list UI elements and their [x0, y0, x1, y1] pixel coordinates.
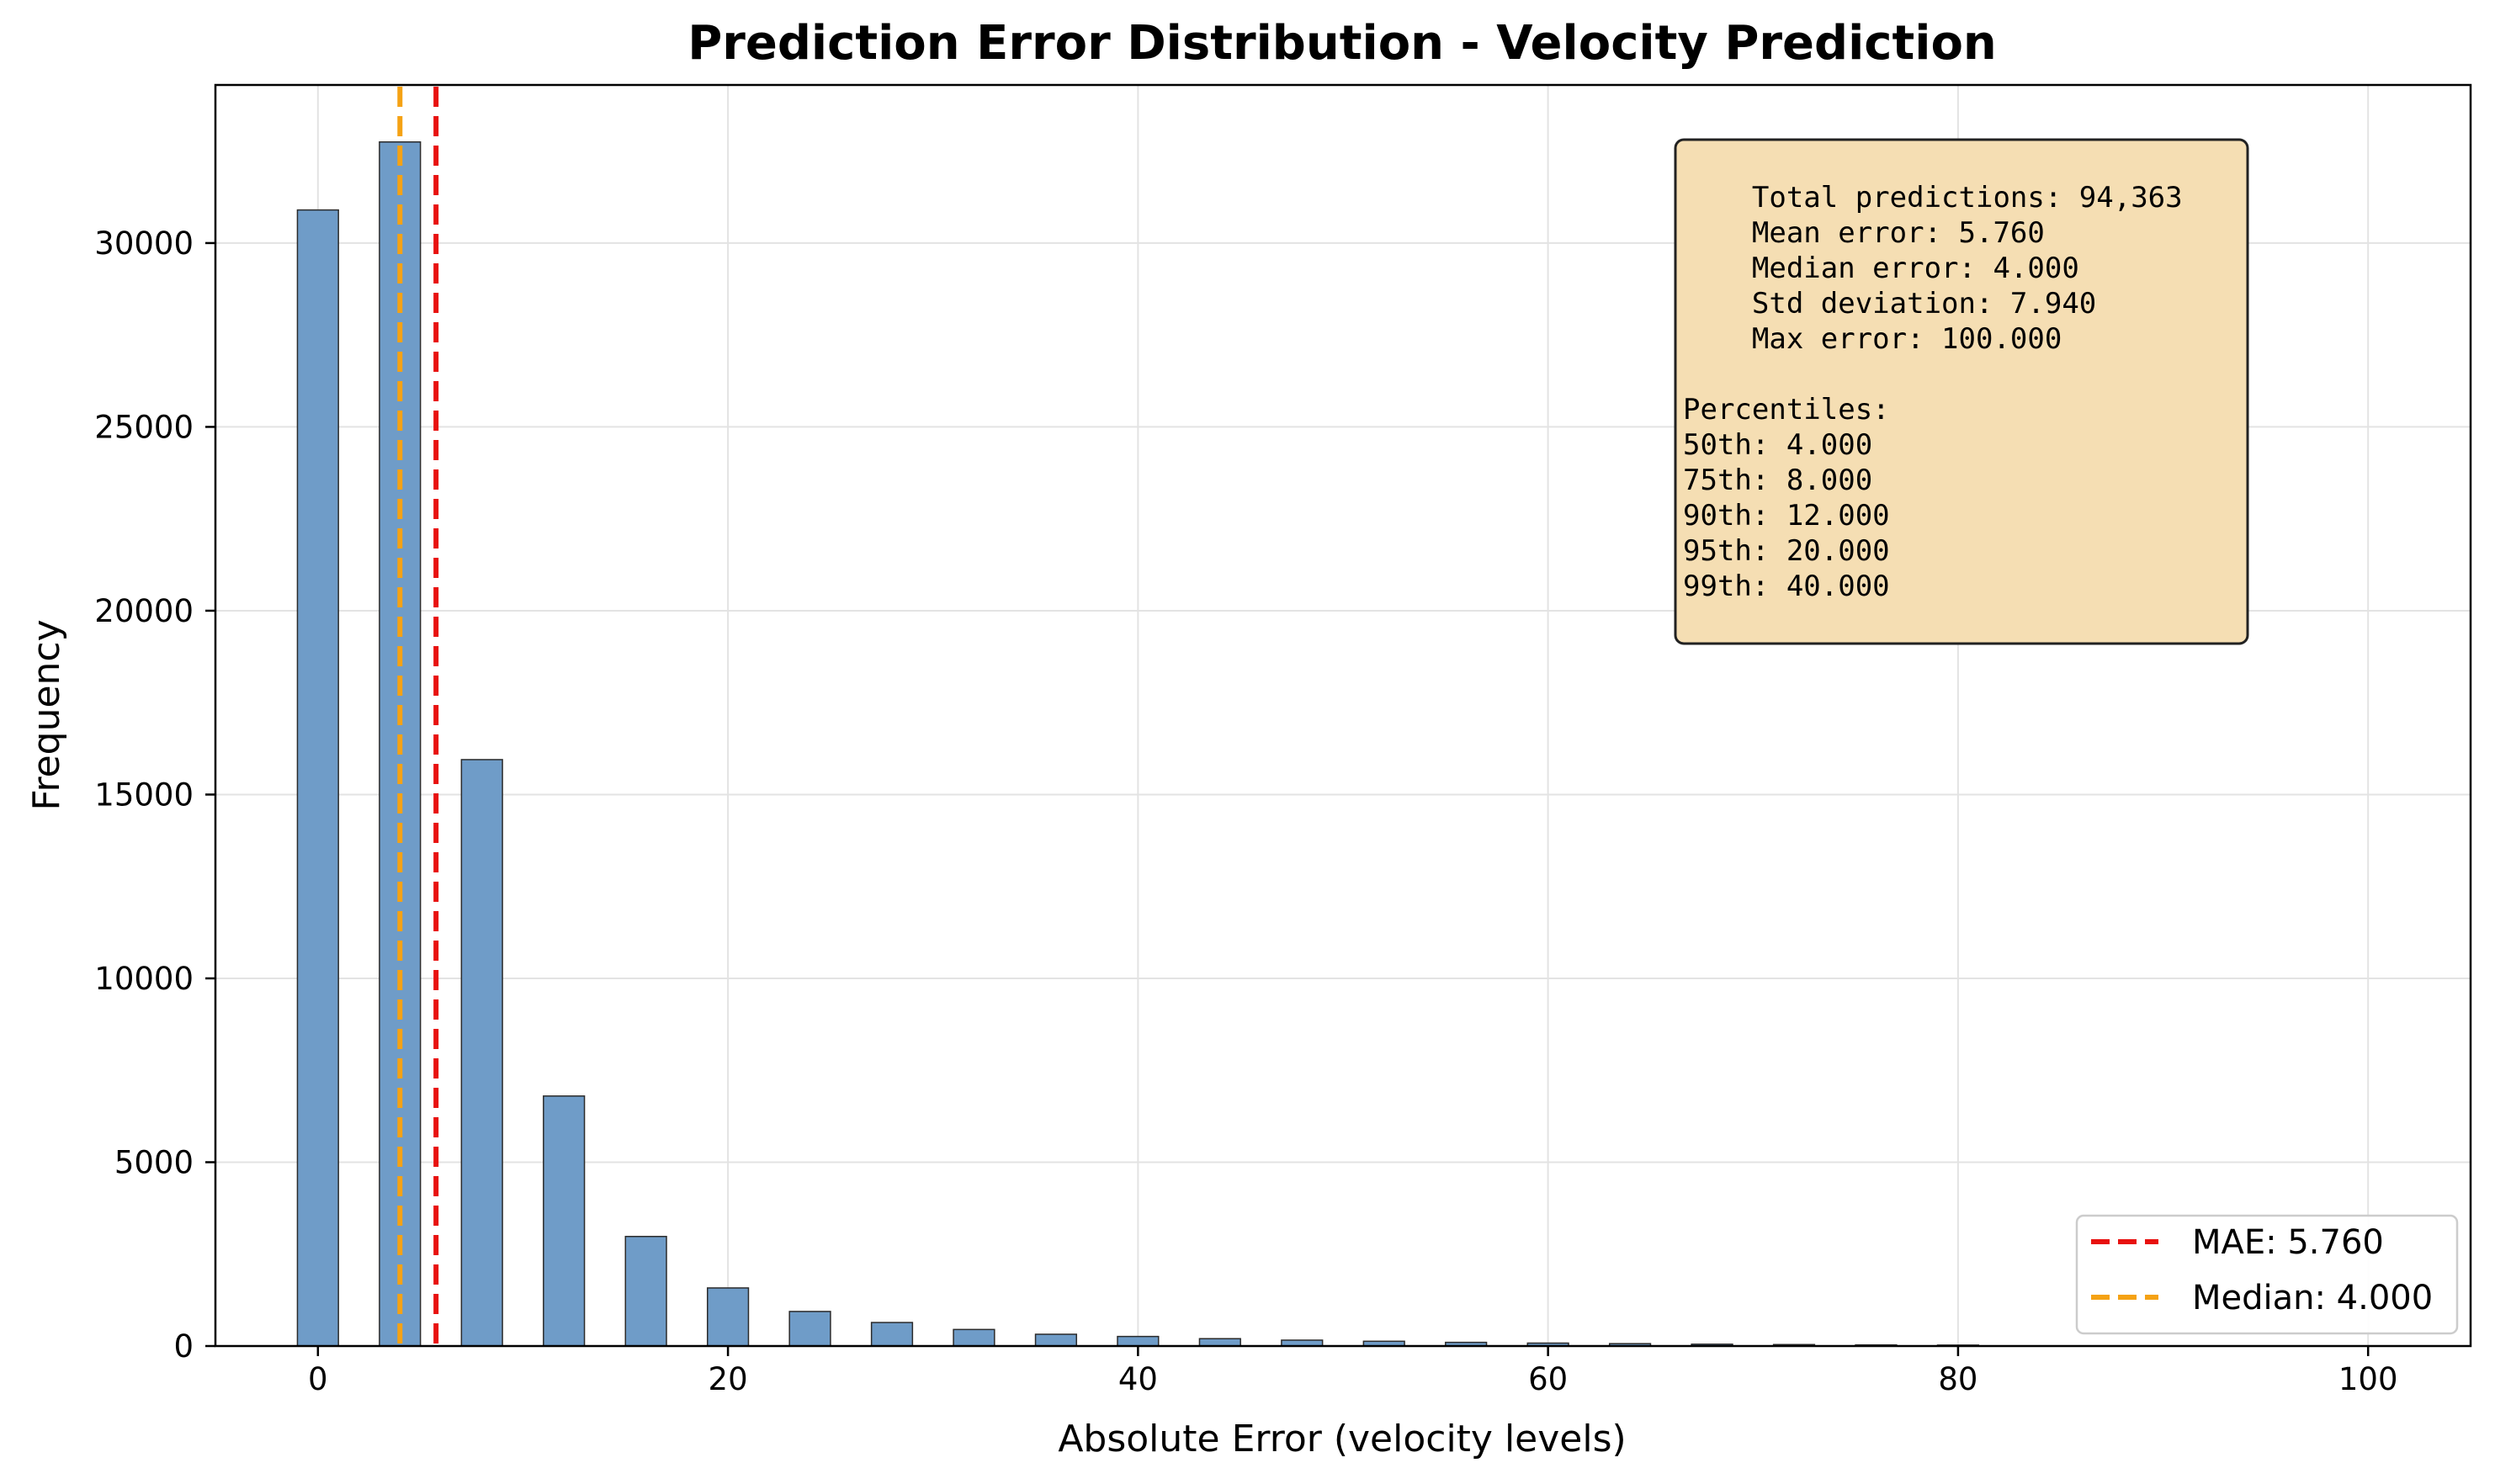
x-axis-ticks: 0 20 40 60 80 100: [308, 1346, 2397, 1397]
histogram-bar-0: [296, 209, 339, 1347]
stats-line-1: Mean error: 5.760: [1683, 216, 2045, 250]
x-axis-label: Absolute Error (velocity levels): [1058, 1418, 1626, 1460]
legend-frame: [2075, 1214, 2459, 1335]
y-tick-label-2: 10000: [94, 961, 194, 997]
x-tick-label-2: 40: [1118, 1361, 1158, 1397]
stats-line-6: Percentiles:: [1683, 393, 1890, 427]
stats-line-9: 90th: 12.000: [1683, 499, 1890, 533]
stats-line-7: 50th: 4.000: [1683, 428, 1872, 462]
y-tick-label-1: 5000: [114, 1144, 194, 1180]
x-tick-label-5: 100: [2338, 1361, 2398, 1397]
histogram-bar-4: [624, 1236, 667, 1347]
stats-line-0: Total predictions: 94,363: [1683, 181, 2183, 215]
y-tick-label-0: 0: [173, 1328, 194, 1365]
stats-line-3: Std deviation: 7.940: [1683, 287, 2096, 321]
stats-line-11: 99th: 40.000: [1683, 570, 1890, 603]
histogram-bar-9: [1034, 1333, 1078, 1347]
histogram-bar-6: [788, 1311, 831, 1347]
legend-label-median: Median: 4.000: [2192, 1279, 2433, 1317]
histogram-bar-5: [706, 1287, 750, 1347]
y-tick-label-3: 15000: [94, 776, 194, 813]
x-tick-label-1: 20: [709, 1361, 748, 1397]
legend-label-mae: MAE: 5.760: [2192, 1223, 2384, 1262]
stats-box: Total predictions: 94,363 Mean error: 5.…: [1674, 138, 2249, 645]
stats-line-8: 75th: 8.000: [1683, 464, 1872, 497]
plot-frame: [214, 83, 2472, 1348]
x-tick-label-4: 80: [1938, 1361, 1977, 1397]
x-tick-label-0: 0: [308, 1361, 328, 1397]
histogram-bar-10: [1117, 1335, 1160, 1347]
y-tick-label-4: 20000: [94, 593, 194, 629]
stats-line-4: Max error: 100.000: [1683, 322, 2062, 356]
legend: MAE: 5.760 Median: 4.000: [2075, 1214, 2459, 1335]
histogram-bar-3: [543, 1095, 586, 1347]
y-axis-label: Frequency: [25, 619, 68, 810]
stats-line-2: Median error: 4.000: [1683, 252, 2079, 285]
chart-title: Prediction Error Distribution - Velocity…: [687, 16, 1997, 71]
histogram-bar-8: [953, 1328, 995, 1347]
stats-line-10: 95th: 20.000: [1683, 534, 1890, 568]
histogram-bar-2: [460, 759, 503, 1347]
stats-box-background: [1674, 138, 2249, 645]
y-tick-label-6: 30000: [94, 225, 194, 262]
y-axis-ticks: 0 5000 10000 15000 20000 25000 30000: [94, 225, 215, 1365]
x-tick-label-3: 60: [1528, 1361, 1568, 1397]
reference-lines: [397, 87, 439, 1346]
y-tick-label-5: 25000: [94, 409, 194, 445]
histogram-bar-11: [1198, 1338, 1241, 1347]
histogram-bar-7: [870, 1322, 914, 1347]
